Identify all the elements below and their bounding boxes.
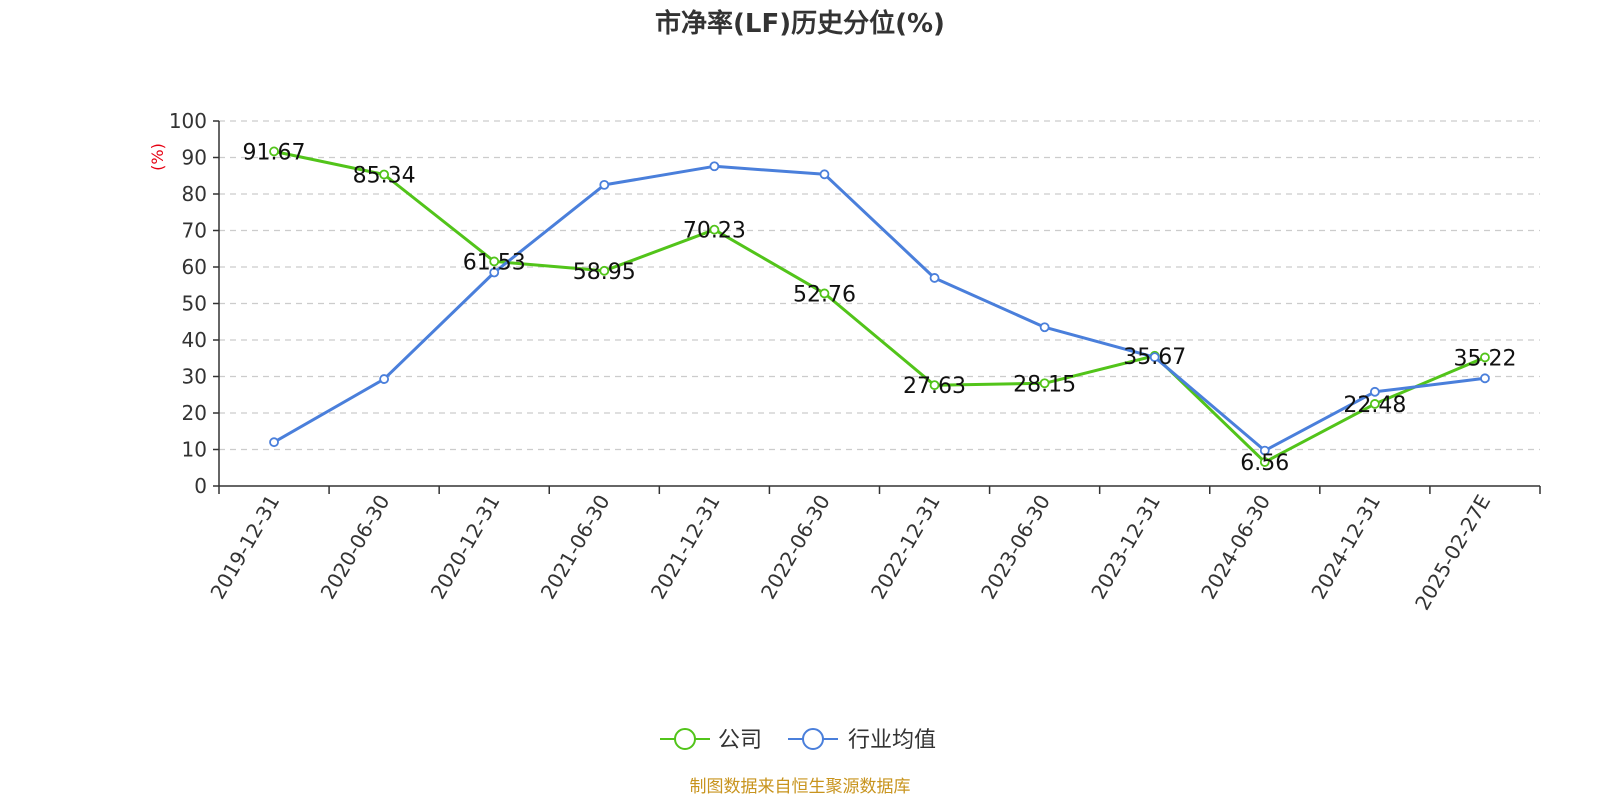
data-point[interactable] [1259, 457, 1270, 467]
legend-item-0[interactable]: 公司 [660, 728, 762, 753]
data-point[interactable] [709, 161, 720, 172]
data-point[interactable] [599, 179, 610, 190]
data-point[interactable] [1039, 378, 1050, 389]
y-tick-label: 70 [182, 219, 207, 243]
legend-label: 公司 [718, 728, 762, 753]
data-label: 28.15 [1013, 372, 1076, 397]
legend-item-1[interactable]: 行业均值 [788, 728, 936, 753]
data-label: 35.22 [1453, 346, 1516, 371]
data-point[interactable] [1259, 445, 1270, 456]
data-point[interactable] [1480, 352, 1490, 363]
data-labels: 91.67 85.34 61.53 58.95 70.23 52.76 27.63 28.15… [243, 140, 1517, 476]
x-tick-label: 2023-06-30 [976, 491, 1055, 604]
y-tick-label: 20 [182, 401, 207, 425]
data-point[interactable] [489, 267, 500, 278]
data-point[interactable] [1480, 373, 1490, 384]
legend[interactable]: 公司 行业均值 [660, 728, 936, 753]
data-label: 35.67 [1123, 345, 1186, 370]
legend-marker [802, 728, 824, 750]
data-point[interactable] [379, 374, 390, 384]
data-point[interactable] [489, 256, 500, 267]
data-point[interactable] [1039, 322, 1050, 333]
y-tick-label: 0 [194, 474, 207, 498]
x-tick-label: 2020-06-30 [316, 491, 395, 604]
x-tick-label: 2024-06-30 [1196, 491, 1275, 604]
data-label: 70.23 [683, 219, 746, 244]
data-point[interactable] [709, 224, 720, 235]
data-point[interactable] [599, 265, 610, 276]
y-tick-label: 10 [182, 438, 207, 462]
y-tick-label: 60 [182, 255, 207, 279]
y-axis-label: (%) [148, 143, 167, 171]
chart-title: 市净率(LF)历史分位(%) [655, 8, 945, 39]
y-tick-label: 40 [182, 328, 207, 352]
data-label: 27.63 [903, 374, 966, 399]
x-tick-label: 2019-12-31 [205, 491, 284, 604]
series-lines [269, 146, 1490, 467]
y-tick-label: 50 [182, 292, 207, 316]
data-point[interactable] [1149, 352, 1160, 363]
data-point[interactable] [929, 380, 940, 391]
data-point[interactable] [269, 437, 279, 448]
data-point[interactable] [379, 169, 390, 180]
data-label: 6.56 [1240, 451, 1289, 476]
data-point[interactable] [1369, 386, 1380, 397]
series-line-0 [273, 149, 1486, 464]
series-line-1 [273, 164, 1486, 453]
x-tick-label: 2025-02-27E [1410, 491, 1495, 615]
y-tick-label: 90 [182, 146, 207, 170]
data-point[interactable] [819, 288, 830, 299]
x-tick-label: 2024-12-31 [1306, 491, 1385, 604]
data-point[interactable] [929, 273, 940, 283]
legend-label: 行业均值 [848, 728, 936, 753]
data-label: 85.34 [353, 164, 416, 189]
y-tick-label: 100 [169, 109, 207, 133]
data-label: 91.67 [243, 140, 306, 165]
data-label: 22.48 [1343, 393, 1406, 418]
x-tick-label: 2021-06-30 [536, 491, 615, 604]
data-label: 61.53 [463, 250, 526, 275]
x-tick-label: 2022-12-31 [866, 491, 945, 604]
x-tick-label: 2020-12-31 [426, 491, 505, 604]
data-point[interactable] [269, 146, 279, 157]
x-tick-label: 2023-12-31 [1086, 491, 1165, 604]
data-label: 58.95 [573, 260, 636, 285]
x-tick-label: 2022-06-30 [756, 491, 835, 604]
y-tick-label: 30 [182, 365, 207, 389]
data-label: 52.76 [793, 282, 856, 307]
source-note: 制图数据来自恒生聚源数据库 [690, 777, 911, 797]
data-point[interactable] [819, 169, 830, 180]
grid-lines [219, 120, 1540, 451]
x-tick-label: 2021-12-31 [646, 491, 725, 604]
y-tick-label: 80 [182, 182, 207, 206]
data-point[interactable] [1369, 399, 1380, 409]
legend-marker [674, 728, 696, 750]
